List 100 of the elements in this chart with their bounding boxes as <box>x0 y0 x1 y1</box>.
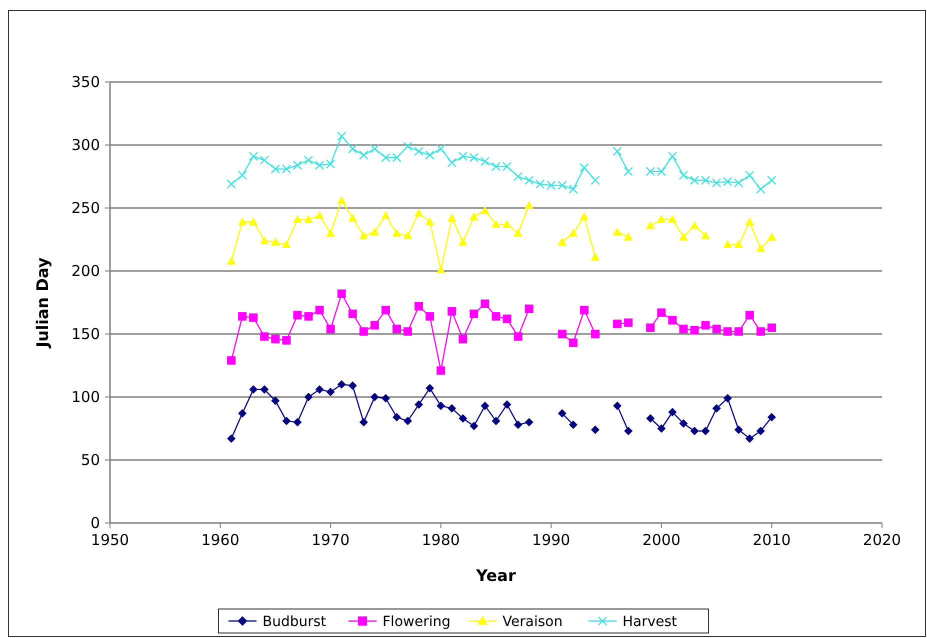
point <box>624 166 633 176</box>
point <box>426 384 434 392</box>
point <box>613 228 622 236</box>
point <box>502 162 512 172</box>
point <box>767 323 776 332</box>
x-tick-label: 2020 <box>862 531 902 549</box>
point <box>359 150 368 160</box>
point <box>404 327 412 336</box>
point <box>293 418 302 426</box>
point <box>558 330 566 338</box>
point <box>227 256 236 264</box>
point <box>701 231 710 240</box>
point <box>690 426 699 436</box>
point <box>524 201 534 209</box>
point <box>447 158 456 168</box>
point <box>282 416 291 426</box>
point <box>613 402 622 410</box>
point <box>348 214 357 222</box>
point <box>492 220 500 228</box>
point <box>568 420 578 429</box>
point <box>304 392 313 402</box>
point <box>414 302 424 311</box>
point <box>502 314 512 324</box>
point <box>656 166 666 176</box>
point <box>646 323 655 332</box>
point <box>238 218 247 226</box>
point <box>712 178 722 188</box>
point <box>260 385 269 394</box>
point <box>491 162 501 172</box>
point <box>348 144 358 154</box>
x-tick-label: 1980 <box>422 531 460 549</box>
point <box>304 215 313 223</box>
y-tick-label: 0 <box>90 514 100 532</box>
point <box>591 426 600 434</box>
point <box>690 221 699 230</box>
x-tick-label: 2000 <box>642 531 681 549</box>
point <box>293 310 302 320</box>
point <box>756 327 765 336</box>
point <box>392 228 401 237</box>
point <box>701 426 710 436</box>
point <box>646 221 655 230</box>
point <box>227 434 236 443</box>
point <box>646 414 655 423</box>
point <box>492 416 500 426</box>
point <box>436 144 446 154</box>
point <box>271 334 280 344</box>
x-tick-label: 1990 <box>532 531 570 549</box>
point <box>723 176 732 186</box>
point <box>337 289 346 298</box>
point <box>756 184 766 194</box>
point <box>249 385 258 394</box>
point <box>282 336 291 345</box>
point <box>690 176 700 185</box>
point <box>337 132 346 141</box>
point <box>679 324 688 334</box>
point <box>326 324 335 334</box>
point <box>392 153 402 162</box>
legend-label: Veraison <box>502 614 563 630</box>
point <box>657 424 666 433</box>
point <box>370 392 379 402</box>
legend-label: Harvest <box>622 614 678 630</box>
point <box>470 212 478 220</box>
point <box>470 422 478 430</box>
point <box>723 327 732 336</box>
point <box>226 179 236 189</box>
point <box>612 146 622 156</box>
point <box>679 232 688 240</box>
point <box>414 400 424 409</box>
point <box>492 312 500 321</box>
point <box>624 426 633 436</box>
point <box>480 402 490 410</box>
point <box>568 228 578 237</box>
point <box>458 414 468 423</box>
point <box>448 214 456 222</box>
point <box>469 153 479 162</box>
point <box>260 156 269 165</box>
point <box>304 312 313 321</box>
point <box>238 312 247 321</box>
point <box>260 236 269 244</box>
x-axis-title: Year <box>475 566 516 585</box>
point <box>425 150 434 160</box>
point <box>282 240 291 248</box>
point <box>271 396 280 406</box>
point <box>734 426 743 434</box>
point <box>436 366 446 375</box>
point <box>448 404 456 413</box>
legend-label: Flowering <box>382 614 450 630</box>
point <box>414 146 424 156</box>
point <box>381 394 390 403</box>
point <box>513 172 523 182</box>
point <box>514 420 522 429</box>
point <box>723 240 732 248</box>
point <box>227 356 236 365</box>
point <box>326 159 336 168</box>
point <box>381 306 390 314</box>
point <box>426 218 434 226</box>
point <box>668 316 677 324</box>
point <box>734 327 743 336</box>
point <box>403 142 412 151</box>
point <box>370 228 379 236</box>
